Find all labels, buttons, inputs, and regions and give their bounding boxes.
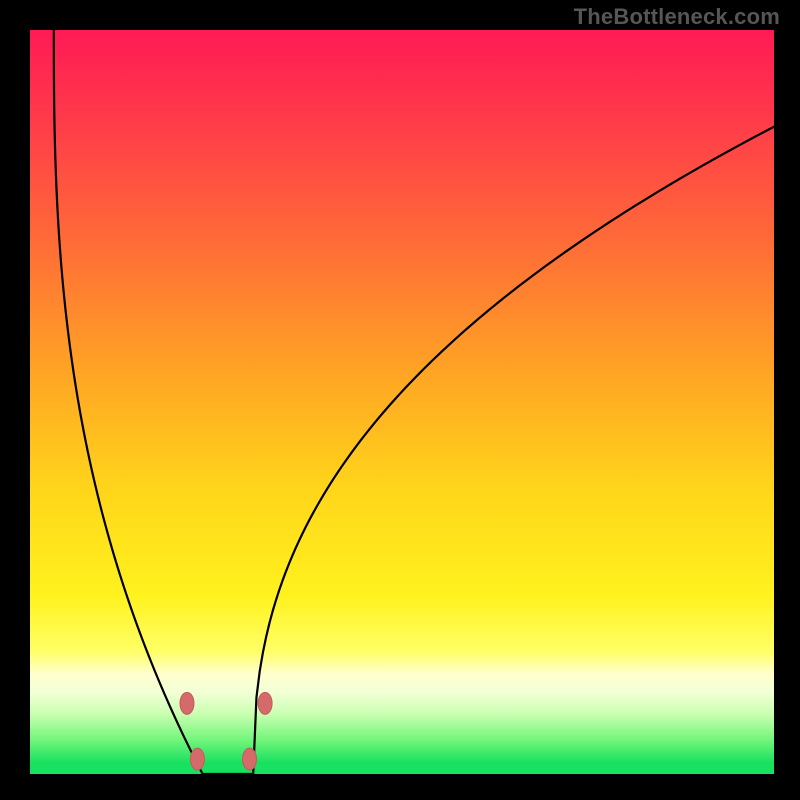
watermark-text: TheBottleneck.com	[574, 4, 780, 30]
minimum-marker-1	[190, 748, 204, 770]
plot-area	[30, 30, 774, 774]
minimum-marker-0	[180, 692, 194, 714]
curve-layer	[30, 30, 774, 774]
minimum-marker-2	[242, 748, 256, 770]
highlight-markers	[180, 692, 272, 770]
chart-stage: TheBottleneck.com	[0, 0, 800, 800]
minimum-marker-3	[258, 692, 272, 714]
bottleneck-curve	[54, 30, 774, 774]
